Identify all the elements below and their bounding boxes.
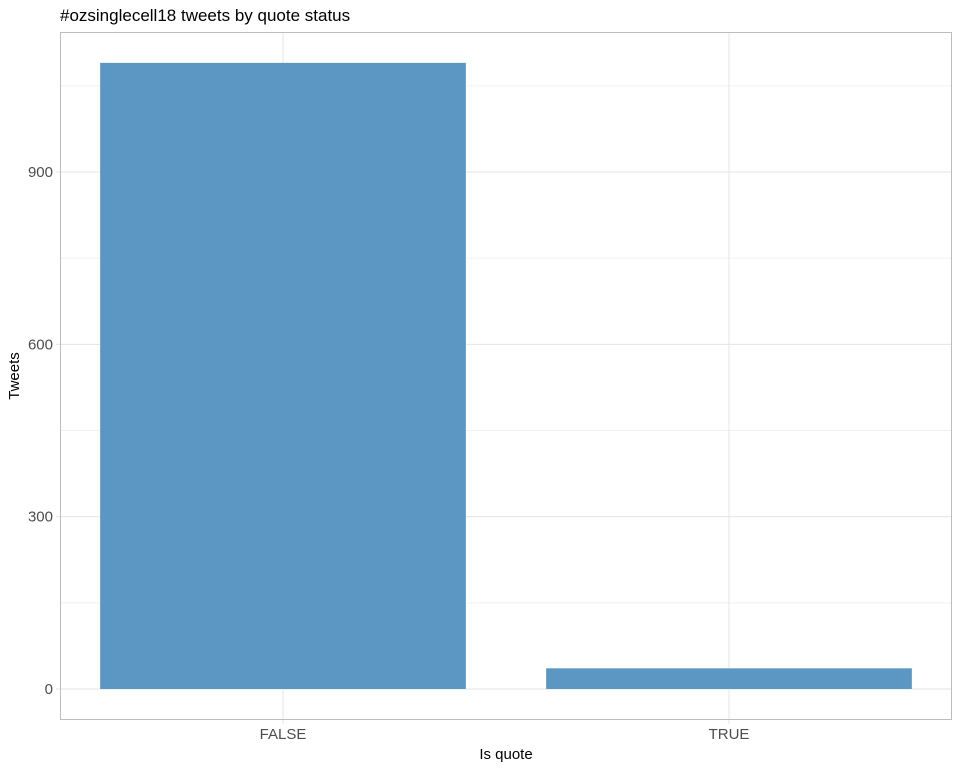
- y-axis-title: Tweets: [6, 352, 23, 400]
- x-tick-label: FALSE: [260, 726, 307, 743]
- bar-false: [100, 62, 466, 690]
- x-tick-label: TRUE: [709, 726, 750, 743]
- x-axis-title: Is quote: [479, 746, 532, 763]
- y-tick-label: 0: [45, 681, 53, 698]
- chart-title: #ozsinglecell18 tweets by quote status: [60, 6, 350, 25]
- y-tick-label: 900: [28, 164, 53, 181]
- bar-true: [546, 668, 912, 689]
- plot-panel: 0 300 600 900 FALSE TRUE: [28, 32, 952, 743]
- y-tick-label: 600: [28, 336, 53, 353]
- panel-border: [60, 32, 952, 720]
- y-tick-label: 300: [28, 509, 53, 526]
